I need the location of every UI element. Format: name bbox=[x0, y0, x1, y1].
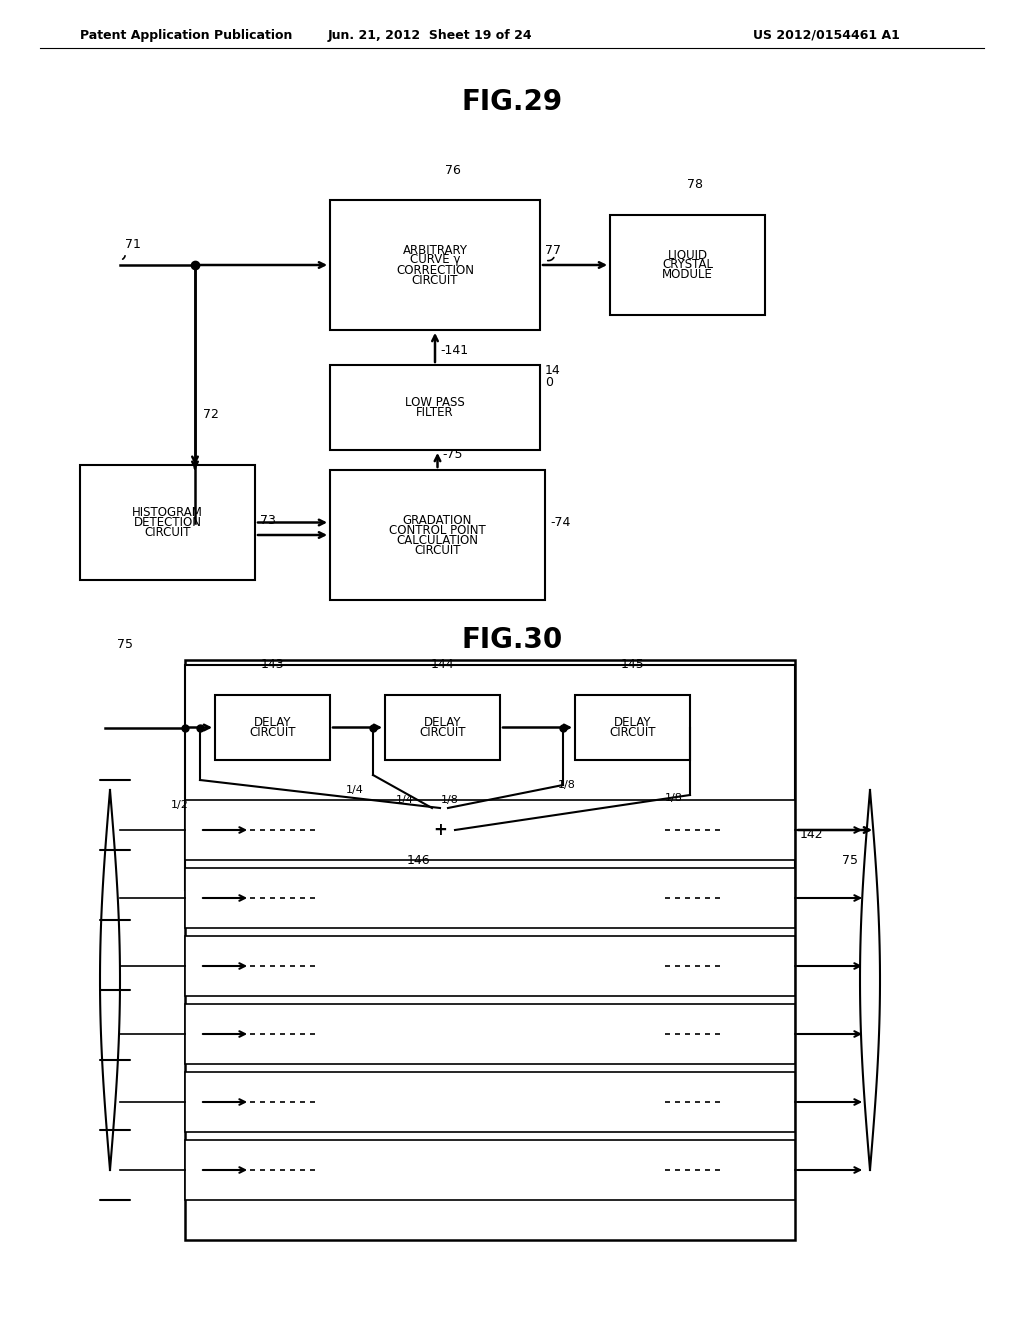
Bar bbox=[185, 660, 795, 1239]
Bar bbox=[185, 1140, 795, 1200]
Text: CIRCUIT: CIRCUIT bbox=[144, 525, 190, 539]
Text: -74: -74 bbox=[550, 516, 570, 528]
Bar bbox=[185, 665, 795, 890]
Text: 76: 76 bbox=[445, 164, 462, 177]
FancyBboxPatch shape bbox=[215, 696, 330, 760]
Text: -75: -75 bbox=[442, 449, 463, 462]
Text: 1/8: 1/8 bbox=[665, 793, 683, 803]
Text: CIRCUIT: CIRCUIT bbox=[415, 544, 461, 557]
Text: 73: 73 bbox=[260, 513, 275, 527]
Text: CRYSTAL: CRYSTAL bbox=[662, 259, 713, 272]
Text: MODULE: MODULE bbox=[663, 268, 713, 281]
Bar bbox=[185, 869, 795, 928]
Text: 1/4: 1/4 bbox=[346, 785, 364, 795]
Text: CIRCUIT: CIRCUIT bbox=[609, 726, 655, 739]
Text: 77: 77 bbox=[545, 243, 561, 256]
Text: LIQUID: LIQUID bbox=[668, 248, 708, 261]
Text: 71: 71 bbox=[125, 239, 141, 252]
Text: DETECTION: DETECTION bbox=[133, 516, 202, 529]
Text: 1/4: 1/4 bbox=[396, 795, 414, 805]
Circle shape bbox=[418, 808, 462, 851]
Text: FIG.30: FIG.30 bbox=[462, 626, 562, 653]
Text: Jun. 21, 2012  Sheet 19 of 24: Jun. 21, 2012 Sheet 19 of 24 bbox=[328, 29, 532, 41]
Text: 78: 78 bbox=[687, 178, 703, 191]
Text: CIRCUIT: CIRCUIT bbox=[419, 726, 466, 739]
FancyBboxPatch shape bbox=[80, 465, 255, 579]
Text: 146: 146 bbox=[407, 854, 430, 866]
Text: -141: -141 bbox=[440, 343, 468, 356]
Bar bbox=[185, 936, 795, 997]
Text: +: + bbox=[433, 821, 446, 840]
Text: US 2012/0154461 A1: US 2012/0154461 A1 bbox=[753, 29, 900, 41]
Text: 14: 14 bbox=[545, 363, 561, 376]
FancyBboxPatch shape bbox=[330, 366, 540, 450]
FancyBboxPatch shape bbox=[575, 696, 690, 760]
Text: DELAY: DELAY bbox=[613, 715, 651, 729]
Text: 1/2: 1/2 bbox=[171, 800, 189, 810]
Text: 143: 143 bbox=[261, 659, 285, 672]
Text: 72: 72 bbox=[203, 408, 219, 421]
FancyBboxPatch shape bbox=[385, 696, 500, 760]
Text: CORRECTION: CORRECTION bbox=[396, 264, 474, 276]
Bar bbox=[185, 800, 795, 861]
Text: 1/8: 1/8 bbox=[441, 795, 459, 805]
Text: 1/8: 1/8 bbox=[558, 780, 575, 789]
Text: GRADATION: GRADATION bbox=[402, 513, 472, 527]
Text: 145: 145 bbox=[621, 659, 644, 672]
Text: DELAY: DELAY bbox=[424, 715, 461, 729]
FancyBboxPatch shape bbox=[330, 470, 545, 601]
Text: LOW PASS: LOW PASS bbox=[406, 396, 465, 409]
Text: HISTOGRAM: HISTOGRAM bbox=[132, 506, 203, 519]
Text: 75: 75 bbox=[842, 854, 858, 866]
FancyBboxPatch shape bbox=[330, 201, 540, 330]
Text: 75: 75 bbox=[117, 639, 133, 652]
Text: CONTROL POINT: CONTROL POINT bbox=[389, 524, 485, 536]
Text: Patent Application Publication: Patent Application Publication bbox=[80, 29, 293, 41]
Text: 0: 0 bbox=[545, 376, 553, 389]
Text: DELAY: DELAY bbox=[254, 715, 291, 729]
FancyBboxPatch shape bbox=[610, 215, 765, 315]
Text: ARBITRARY: ARBITRARY bbox=[402, 243, 468, 256]
Text: 142: 142 bbox=[800, 828, 823, 841]
Text: CIRCUIT: CIRCUIT bbox=[412, 273, 459, 286]
Bar bbox=[185, 1072, 795, 1133]
Text: 144: 144 bbox=[431, 659, 455, 672]
Bar bbox=[185, 1005, 795, 1064]
Text: CURVE γ: CURVE γ bbox=[410, 253, 460, 267]
Text: CIRCUIT: CIRCUIT bbox=[249, 726, 296, 739]
Text: FIG.29: FIG.29 bbox=[462, 88, 562, 116]
Text: FILTER: FILTER bbox=[416, 407, 454, 418]
Text: CALCULATION: CALCULATION bbox=[396, 533, 478, 546]
